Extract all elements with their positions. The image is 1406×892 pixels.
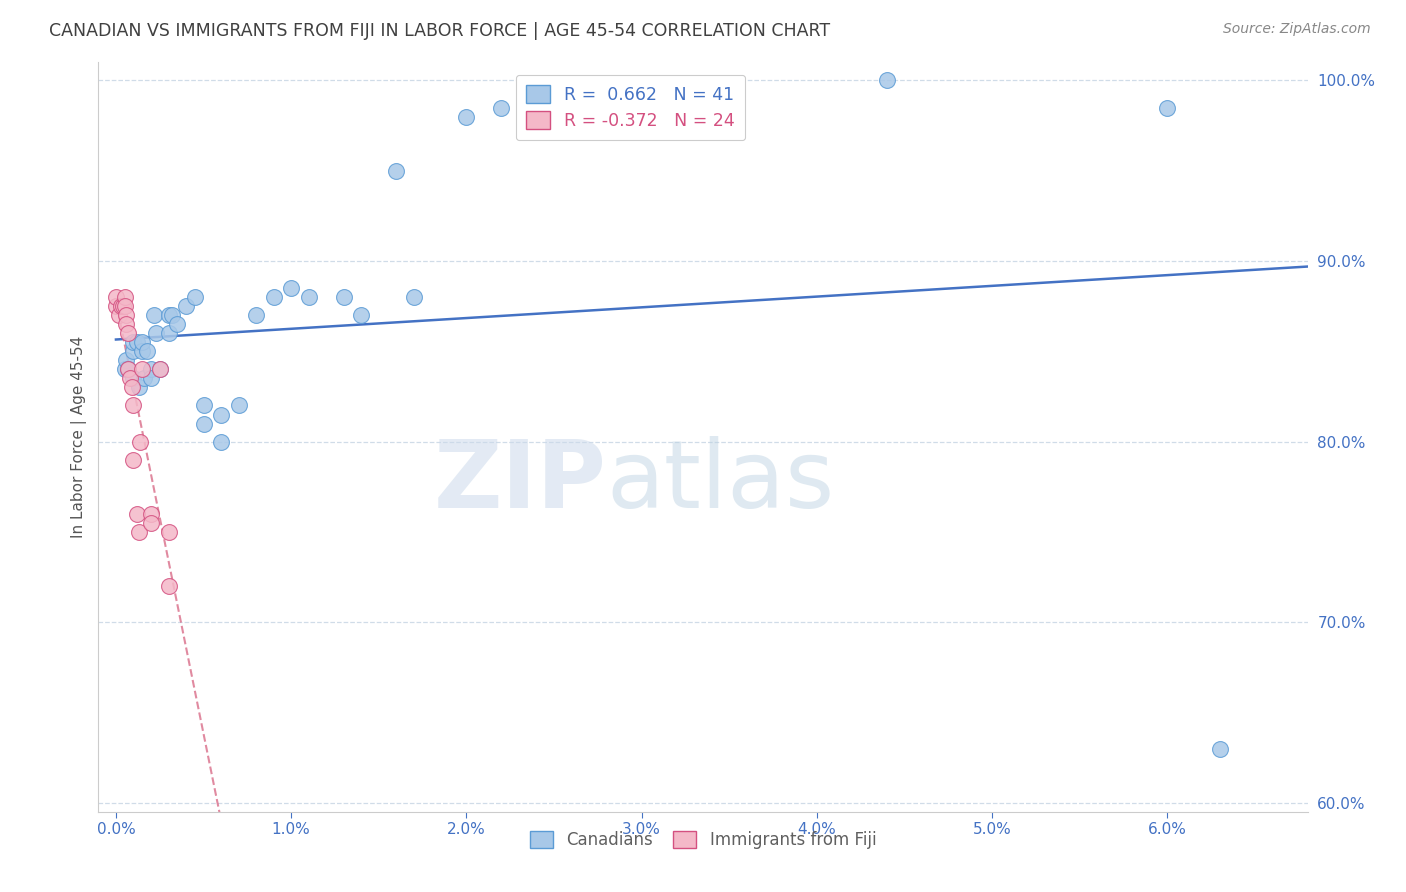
Point [117,362,139,376]
Point [228,399,250,413]
Point [110,299,132,313]
Point [129,434,152,449]
Point [122,335,145,350]
Point [104,290,127,304]
Point [115,353,138,368]
Point [117,362,139,376]
Point [385,163,408,178]
Legend: Canadians, Immigrants from Fiji: Canadians, Immigrants from Fiji [523,824,883,855]
Point [209,408,232,422]
Point [209,434,232,449]
Point [145,326,167,341]
Point [136,344,159,359]
Point [149,362,172,376]
Point [1156,101,1178,115]
Point [166,317,188,331]
Point [157,308,180,322]
Point [149,362,172,376]
Point [128,380,150,394]
Point [139,371,162,385]
Y-axis label: In Labor Force | Age 45-54: In Labor Force | Age 45-54 [72,336,87,538]
Point [139,362,162,376]
Point [122,371,145,385]
Text: CANADIAN VS IMMIGRANTS FROM FIJI IN LABOR FORCE | AGE 45-54 CORRELATION CHART: CANADIAN VS IMMIGRANTS FROM FIJI IN LABO… [49,22,831,40]
Point [115,308,138,322]
Point [280,281,302,295]
Point [114,290,136,304]
Point [174,299,197,313]
Point [193,417,215,431]
Point [245,308,267,322]
Point [157,524,180,539]
Point [115,317,138,331]
Point [143,308,166,322]
Point [122,452,145,467]
Point [332,290,354,304]
Point [118,371,141,385]
Point [111,299,134,313]
Point [132,371,155,385]
Point [131,335,153,350]
Point [184,290,207,304]
Point [1209,741,1232,756]
Point [350,308,373,322]
Point [114,299,136,313]
Point [131,362,153,376]
Point [263,290,285,304]
Text: Source: ZipAtlas.com: Source: ZipAtlas.com [1223,22,1371,37]
Point [122,344,145,359]
Point [104,299,127,313]
Point [160,308,183,322]
Point [193,399,215,413]
Point [402,290,425,304]
Point [125,335,148,350]
Point [157,579,180,593]
Point [491,101,513,115]
Point [139,516,162,530]
Point [117,326,139,341]
Point [125,507,148,521]
Point [139,507,162,521]
Point [157,326,180,341]
Point [108,308,131,322]
Text: ZIP: ZIP [433,436,606,528]
Point [456,110,478,124]
Point [114,362,136,376]
Point [298,290,321,304]
Point [128,524,150,539]
Point [876,73,898,87]
Point [122,399,145,413]
Point [131,344,153,359]
Point [121,380,143,394]
Text: atlas: atlas [606,436,835,528]
